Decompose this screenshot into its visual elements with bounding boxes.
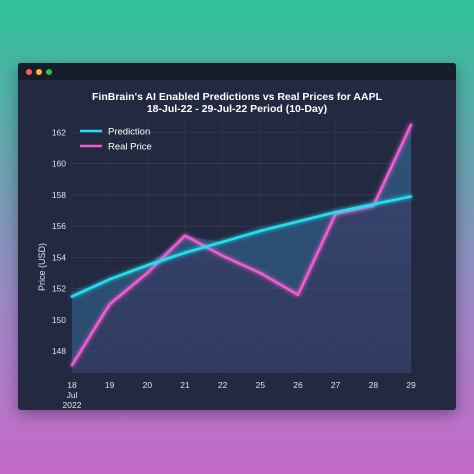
legend: Prediction Real Price	[80, 127, 152, 153]
price-chart: FinBrain's AI Enabled Predictions vs Rea…	[37, 91, 416, 410]
x-tick-label: 29	[406, 380, 416, 390]
y-tick-label: 156	[52, 221, 66, 231]
area-fills	[72, 124, 411, 373]
x-tick-label: 28	[369, 380, 379, 390]
x-sublabel-month: Jul	[67, 390, 78, 400]
y-tick-label: 158	[52, 190, 66, 200]
area-under-curves	[72, 124, 411, 373]
maximize-window-button[interactable]	[46, 69, 52, 75]
y-axis-label: Price (USD)	[37, 243, 47, 291]
y-tick-labels: 148 150 152 154 156 158 160 162	[52, 127, 66, 356]
x-tick-label: 27	[331, 380, 341, 390]
real-price-line	[70, 123, 413, 367]
window-titlebar	[18, 63, 456, 80]
close-window-button[interactable]	[26, 69, 32, 75]
x-tick-label: 18	[67, 380, 77, 390]
y-tick-label: 162	[52, 127, 66, 137]
y-tick-label: 154	[52, 252, 66, 262]
x-tick-label: 20	[143, 380, 153, 390]
chart-title: FinBrain's AI Enabled Predictions vs Rea…	[92, 91, 383, 103]
area-between-series	[72, 124, 411, 366]
prediction-line	[70, 195, 413, 298]
legend-label-prediction: Prediction	[108, 127, 150, 138]
x-tick-label: 26	[293, 380, 303, 390]
y-tick-label: 150	[52, 315, 66, 325]
legend-label-real-price: Real Price	[108, 142, 152, 153]
y-tick-label: 148	[52, 346, 66, 356]
chart-window: FinBrain's AI Enabled Predictions vs Rea…	[18, 63, 456, 410]
x-tick-label: 19	[105, 380, 115, 390]
x-tick-label: 25	[256, 380, 266, 390]
series-lines	[70, 123, 413, 367]
x-tick-label: 22	[218, 380, 228, 390]
minimize-window-button[interactable]	[36, 69, 42, 75]
y-tick-label: 152	[52, 284, 66, 294]
x-sublabel-year: 2022	[63, 400, 82, 410]
x-tick-label: 21	[180, 380, 190, 390]
chart-subtitle: 18-Jul-22 - 29-Jul-22 Period (10-Day)	[147, 103, 327, 115]
x-tick-labels: 18 19 20 21 22 25 26 27 28 29	[67, 380, 416, 390]
y-tick-label: 160	[52, 159, 66, 169]
